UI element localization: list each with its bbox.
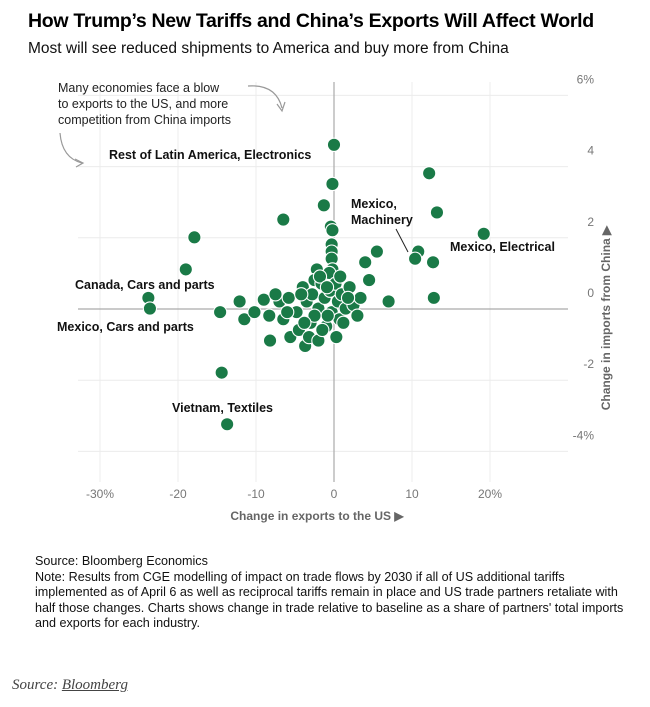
label-rest-of-latin-america-electronics: Rest of Latin America, Electronics: [109, 148, 311, 162]
data-point: [381, 294, 396, 309]
data-point: [319, 280, 335, 295]
chart-notes: Source: Bloomberg Economics Note: Result…: [35, 554, 635, 632]
x-tick-label: -10: [247, 487, 265, 501]
x-tick-label: 10: [405, 487, 419, 501]
footer-source: Source: Bloomberg: [12, 677, 128, 694]
data-point: [340, 290, 356, 306]
data-point: [262, 333, 278, 348]
y-tick-label: 4: [587, 144, 594, 158]
label-vietnam-textiles: Vietnam, Textiles: [172, 401, 273, 415]
annotation-line-3: competition from China imports: [58, 113, 231, 127]
y-tick-label: -2: [583, 357, 594, 371]
annotation-arrow-right: [247, 85, 283, 109]
data-point: [361, 272, 377, 288]
data-point: [232, 294, 247, 309]
bloomberg-link[interactable]: Bloomberg: [61, 677, 128, 693]
data-point: [422, 166, 437, 181]
data-point: [307, 308, 322, 323]
data-point: [329, 329, 344, 345]
x-tick-label: 20%: [478, 487, 502, 501]
data-point: [425, 255, 441, 270]
data-point: [247, 304, 262, 320]
notes-text: Note: Results from CGE modelling of impa…: [35, 569, 624, 631]
x-tick-label: -20: [169, 487, 187, 501]
data-point: [214, 365, 229, 380]
annotation-arrowhead-left: [74, 158, 85, 168]
data-point: [312, 269, 328, 284]
y-tick-label: -4%: [573, 428, 595, 442]
y-axis-label: Change in imports from China ▶: [599, 225, 613, 410]
x-axis-label: Change in exports to the US ▶: [230, 509, 404, 523]
data-point: [212, 304, 228, 320]
annotation-arrowhead-right: [276, 101, 286, 113]
data-point: [187, 230, 202, 245]
y-tick-label: 0: [587, 286, 594, 300]
data-point: [336, 315, 351, 330]
data-point: [294, 287, 309, 302]
footer-prefix: Source:: [12, 677, 62, 693]
notes-source: Source: Bloomberg Economics: [35, 554, 208, 568]
data-point: [325, 176, 340, 192]
data-point: [353, 290, 368, 306]
data-point: [315, 322, 330, 338]
data-point: [316, 198, 332, 213]
data-point: [326, 137, 342, 152]
annotations: Many economies face a blow to exports to…: [58, 81, 409, 253]
label-mexico-electrical: Mexico, Electrical: [450, 240, 555, 254]
data-point: [178, 262, 193, 277]
data-point: [276, 212, 291, 227]
data-point: [325, 223, 340, 238]
label-mexico-machinery-line-2: Machinery: [351, 213, 413, 227]
chart-subtitle: Most will see reduced shipments to Ameri…: [28, 40, 509, 57]
data-point: [237, 312, 252, 327]
data-point: [268, 287, 283, 302]
data-point: [142, 301, 158, 316]
tick-labels: 6% 4 2 0 -2 -4% -30% -20 -10 0 10 20%: [86, 72, 594, 501]
data-point: [358, 255, 373, 270]
chart-title: How Trump’s New Tariffs and China’s Expo…: [28, 10, 594, 32]
data-point: [262, 308, 277, 323]
y-tick-label: 6%: [577, 72, 595, 86]
data-point: [281, 290, 296, 306]
point-labels: Rest of Latin America, Electronics Mexic…: [57, 148, 555, 415]
label-mexico-machinery-line-1: Mexico,: [351, 197, 397, 211]
label-canada-cars-and-parts: Canada, Cars and parts: [75, 278, 215, 292]
data-point: [407, 251, 423, 266]
label-mexico-cars-and-parts: Mexico, Cars and parts: [57, 320, 194, 334]
x-tick-label: 0: [331, 487, 338, 501]
data-points: [141, 137, 491, 432]
data-point: [350, 308, 365, 323]
data-point: [369, 244, 385, 259]
annotation-line-2: to exports to the US, and more: [58, 97, 228, 111]
data-point: [280, 304, 295, 320]
y-tick-label: 2: [587, 215, 594, 229]
data-point: [476, 226, 491, 241]
data-point: [297, 315, 312, 330]
mexico-machinery-leader-line: [395, 228, 409, 253]
data-point: [219, 417, 235, 432]
data-point: [333, 269, 348, 284]
scatter-chart: 6% 4 2 0 -2 -4% -30% -20 -10 0 10 20% Many economie…: [57, 72, 613, 523]
data-point: [256, 292, 271, 307]
data-point: [429, 205, 445, 220]
annotation-arrow-left: [59, 132, 83, 164]
data-point: [426, 290, 441, 306]
data-point: [320, 308, 335, 323]
annotation-line-1: Many economies face a blow: [58, 81, 220, 95]
x-tick-label: -30%: [86, 487, 114, 501]
